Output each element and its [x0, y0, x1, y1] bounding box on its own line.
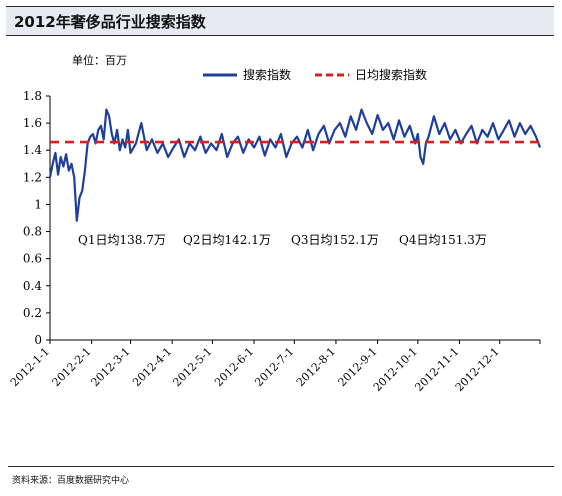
y-tick-label: 1.4 [23, 143, 42, 157]
quarter-annotation: Q1日均138.7万 [78, 233, 166, 247]
y-tick-label: 0 [34, 333, 42, 347]
quarter-annotation: Q2日均142.1万 [183, 233, 271, 247]
y-tick-label: 0.4 [23, 279, 42, 293]
series-line-search-index [48, 108, 542, 222]
unit-label: 单位：百万 [72, 53, 127, 67]
footer-divider [8, 466, 554, 467]
x-tick-label: 2012-2-1 [50, 345, 94, 389]
legend-label-daily-average: 日均搜索指数 [355, 67, 427, 82]
y-tick-label: 0.8 [23, 225, 42, 239]
x-tick-label: 2012-8-1 [294, 345, 338, 389]
source-note: 资料来源：百度数据研究中心 [12, 476, 130, 486]
series-layer [48, 108, 542, 222]
y-tick-label: 0.6 [23, 252, 42, 266]
axes [49, 96, 540, 341]
x-tick-label: 2012-7-1 [252, 345, 296, 389]
quarter-annotation: Q3日均152.1万 [291, 233, 379, 247]
x-tick-label: 2012-1-1 [8, 345, 52, 389]
title-bar: 2012年奢侈品行业搜索指数 [6, 6, 554, 36]
x-tick-label: 2012-5-1 [170, 345, 214, 389]
y-tick-label: 1 [34, 197, 42, 211]
legend: 搜索指数 日均搜索指数 [203, 67, 427, 82]
y-tick-label: 1.8 [23, 89, 42, 103]
x-tick-label: 2012-12-1 [453, 345, 502, 394]
quarter-annotation: Q4日均151.3万 [399, 233, 487, 247]
y-tick-label: 1.2 [23, 170, 42, 184]
y-tick-label: 1.6 [23, 116, 42, 130]
y-tick-label: 0.2 [23, 306, 42, 320]
x-tick-label: 2012-3-1 [89, 345, 133, 389]
annotations: Q1日均138.7万 Q2日均142.1万 Q3日均152.1万 Q4日均151.3万 [78, 233, 487, 247]
chart-title: 2012年奢侈品行业搜索指数 [14, 13, 206, 31]
x-tick-label: 2012-4-1 [130, 345, 174, 389]
x-tick-label: 2012-6-1 [212, 345, 256, 389]
x-ticks: 2012-1-12012-2-12012-3-12012-4-12012-5-1… [8, 340, 541, 394]
legend-label-search-index: 搜索指数 [243, 67, 291, 82]
y-ticks: 0 0.2 0.4 0.6 0.8 1 1.2 1.4 1.6 1.8 [23, 89, 50, 347]
x-tick-label: 2012-10-1 [371, 345, 420, 394]
